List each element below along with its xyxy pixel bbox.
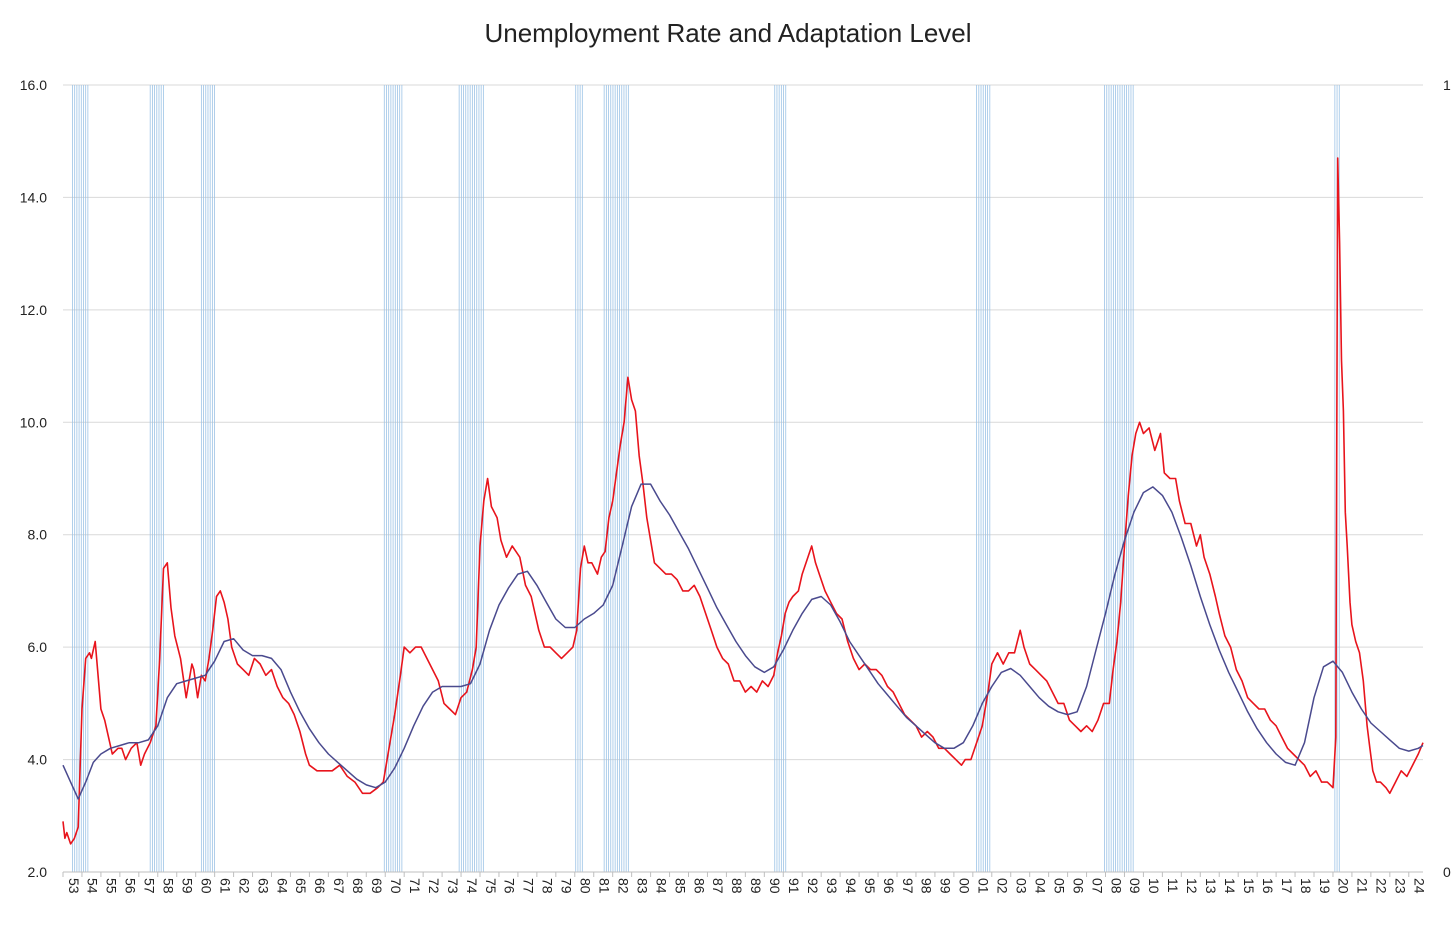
recession-band: [383, 85, 403, 872]
x-tick-label: 81: [597, 878, 613, 894]
x-tick-label: 85: [672, 878, 688, 894]
x-tick-label: 14: [1222, 878, 1238, 894]
x-tick-label: 83: [634, 878, 650, 894]
x-tick-label: 19: [1317, 878, 1333, 894]
y-tick-label: 12.0: [20, 302, 47, 318]
x-tick-label: 13: [1203, 878, 1219, 894]
recession-band: [774, 85, 787, 872]
x-tick-label: 68: [350, 878, 366, 894]
recession-band: [149, 85, 164, 872]
x-tick-label: 87: [710, 878, 726, 894]
x-tick-label: 76: [502, 878, 518, 894]
x-tick-label: 93: [824, 878, 840, 894]
recession-band: [458, 85, 484, 872]
x-tick-label: 58: [161, 878, 177, 894]
x-tick-label: 65: [293, 878, 309, 894]
x-tick-label: 97: [900, 878, 916, 894]
x-tick-label: 94: [843, 878, 859, 894]
x-tick-label: 11: [1165, 878, 1181, 893]
x-tick-label: 92: [805, 878, 821, 894]
y-tick-label: 16.0: [20, 77, 47, 93]
chart-title: Unemployment Rate and Adaptation Level: [484, 18, 972, 48]
y-tick-label: 6.0: [28, 639, 48, 655]
y2-tick-label: 0: [1443, 864, 1451, 880]
x-tick-label: 78: [540, 878, 556, 894]
x-tick-label: 70: [388, 878, 404, 894]
x-tick-label: 06: [1070, 878, 1086, 894]
x-tick-label: 10: [1146, 878, 1162, 894]
x-tick-label: 62: [236, 878, 252, 894]
unemployment-line: [62, 157, 1424, 845]
recession-band: [976, 85, 991, 872]
x-tick-label: 20: [1336, 878, 1352, 894]
x-tick-label: 72: [426, 878, 442, 894]
x-tick-label: 60: [198, 878, 214, 894]
x-tick-label: 07: [1089, 878, 1105, 894]
x-tick-label: 69: [369, 878, 385, 894]
x-tick-label: 88: [729, 878, 745, 894]
x-tick-label: 54: [85, 878, 101, 894]
recession-band: [72, 85, 89, 872]
x-tick-label: 98: [919, 878, 935, 894]
x-tick-label: 82: [615, 878, 631, 894]
x-tick-label: 08: [1108, 878, 1124, 894]
x-tick-label: 61: [217, 878, 233, 894]
x-tick-label: 12: [1184, 878, 1200, 894]
x-tick-label: 18: [1298, 878, 1314, 894]
x-tick-label: 75: [483, 878, 499, 894]
x-tick-label: 99: [938, 878, 954, 894]
recession-band: [200, 85, 215, 872]
x-tick-label: 86: [691, 878, 707, 894]
x-tick-label: 71: [407, 878, 423, 894]
x-tick-label: 63: [255, 878, 271, 894]
x-tick-label: 01: [976, 878, 992, 894]
x-tick-label: 59: [180, 878, 196, 894]
y-tick-label: 14.0: [20, 189, 47, 205]
x-tick-label: 74: [464, 878, 480, 894]
x-tick-label: 64: [274, 878, 290, 894]
recession-band: [575, 85, 583, 872]
x-tick-label: 95: [862, 878, 878, 894]
x-tick-label: 84: [653, 878, 669, 894]
adaptation-line: [62, 483, 1424, 800]
x-tick-label: 90: [767, 878, 783, 894]
x-tick-label: 21: [1355, 878, 1371, 894]
x-tick-label: 03: [1014, 878, 1030, 894]
recession-band: [603, 85, 629, 872]
x-tick-label: 96: [881, 878, 897, 894]
y-tick-label: 10.0: [20, 414, 47, 430]
x-tick-label: 91: [786, 878, 802, 894]
x-tick-label: 89: [748, 878, 764, 894]
x-tick-label: 24: [1412, 878, 1428, 894]
x-tick-label: 04: [1032, 878, 1048, 894]
y-tick-label: 2.0: [28, 864, 48, 880]
x-tick-label: 53: [66, 878, 82, 894]
x-tick-label: 56: [123, 878, 139, 894]
x-tick-label: 15: [1241, 878, 1257, 894]
recession-band: [1104, 85, 1134, 872]
x-tick-label: 73: [445, 878, 461, 894]
x-tick-label: 17: [1279, 878, 1295, 894]
y-tick-label: 4.0: [28, 752, 48, 768]
y-tick-label: 8.0: [28, 527, 48, 543]
x-tick-label: 55: [104, 878, 120, 894]
x-tick-label: 67: [331, 878, 347, 894]
x-tick-label: 79: [559, 878, 575, 894]
x-tick-label: 80: [578, 878, 594, 894]
x-tick-label: 00: [957, 878, 973, 894]
x-tick-label: 02: [995, 878, 1011, 894]
x-tick-label: 23: [1393, 878, 1409, 894]
x-tick-label: 22: [1374, 878, 1390, 894]
x-tick-label: 66: [312, 878, 328, 894]
x-tick-label: 57: [142, 878, 158, 894]
x-tick-label: 16: [1260, 878, 1276, 894]
y2-tick-label: 1: [1443, 77, 1451, 93]
x-tick-label: 09: [1127, 878, 1143, 894]
x-tick-label: 05: [1051, 878, 1067, 894]
x-tick-label: 77: [521, 878, 537, 894]
